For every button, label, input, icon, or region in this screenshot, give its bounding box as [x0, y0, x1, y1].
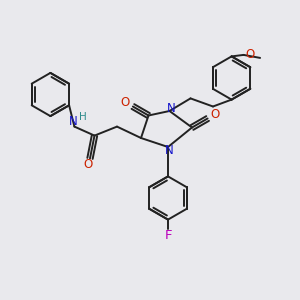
- Text: O: O: [121, 96, 130, 110]
- Text: H: H: [79, 112, 87, 122]
- Text: O: O: [84, 158, 93, 172]
- Text: N: N: [167, 102, 176, 116]
- Text: O: O: [211, 108, 220, 122]
- Text: N: N: [164, 144, 173, 158]
- Text: O: O: [245, 48, 254, 62]
- Text: N: N: [69, 115, 78, 128]
- Text: F: F: [164, 229, 172, 242]
